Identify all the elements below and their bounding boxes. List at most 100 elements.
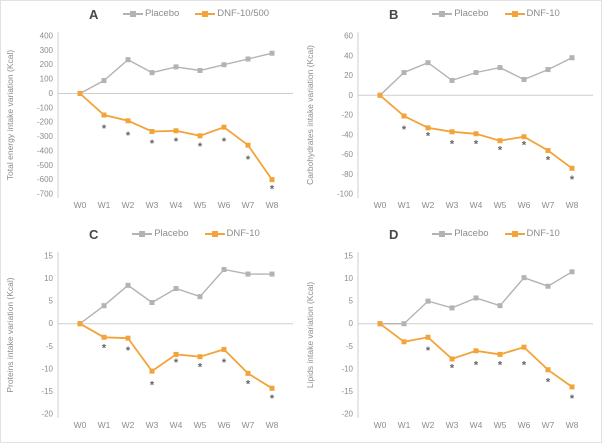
svg-text:15: 15	[344, 252, 353, 261]
placebo-marker	[473, 295, 479, 301]
placebo-marker	[245, 271, 251, 277]
placebo-marker	[521, 76, 527, 82]
panel-b-letter: B	[389, 7, 399, 22]
svg-text:40: 40	[344, 51, 353, 60]
significance-asterisk: *	[198, 141, 203, 153]
significance-asterisk: *	[474, 359, 479, 371]
panel-a-letter: A	[89, 7, 99, 22]
significance-asterisk: *	[222, 357, 227, 369]
placebo-marker	[425, 298, 431, 304]
svg-text:W2: W2	[122, 420, 135, 430]
panel-d-letter: D	[389, 227, 399, 242]
dnf-10-500-marker	[197, 133, 203, 139]
placebo-marker	[173, 64, 179, 70]
placebo-marker	[125, 57, 131, 63]
svg-text:W4: W4	[170, 200, 183, 210]
dnf-10-marker	[473, 131, 479, 137]
panel-a: A Placebo DNF-10/500 Total energy intake…	[1, 1, 301, 221]
significance-asterisk: *	[474, 139, 479, 151]
chart-proteins: Proteins intake variation (Kcal) 15 10 5 0 -5…	[5, 252, 293, 430]
dnf-10-500-marker	[77, 90, 83, 96]
svg-text:-300: -300	[37, 132, 54, 141]
dnf-10-500-marker	[221, 124, 227, 130]
svg-text:W0: W0	[374, 200, 387, 210]
placebo-marker	[221, 62, 227, 68]
dnf-10-marker	[77, 321, 83, 327]
placebo-marker	[401, 70, 407, 76]
dnf-10-marker	[269, 385, 275, 391]
placebo-marker	[269, 271, 275, 277]
placebo-marker	[401, 321, 407, 327]
dnf-10-marker	[449, 129, 455, 135]
significance-asterisk: *	[570, 393, 575, 405]
svg-text:W3: W3	[446, 200, 459, 210]
dnf-10-500-marker	[125, 118, 131, 124]
svg-text:W4: W4	[470, 200, 483, 210]
svg-text:W3: W3	[146, 200, 159, 210]
dnf-10-500-marker	[269, 177, 275, 183]
significance-asterisk: *	[498, 145, 503, 157]
svg-text:-40: -40	[341, 130, 353, 139]
placebo-marker-icon	[432, 10, 453, 17]
significance-asterisk: *	[174, 136, 179, 148]
dnf-10-marker	[473, 348, 479, 354]
placebo-marker	[149, 70, 155, 76]
significance-asterisk: *	[546, 376, 551, 388]
panel-c: C Placebo DNF-10 Proteins intake variati…	[1, 221, 301, 441]
placebo-marker	[569, 55, 575, 61]
placebo-marker	[449, 305, 455, 311]
legend-dnf-label: DNF-10	[526, 8, 560, 19]
dnf-10-marker	[545, 367, 551, 373]
placebo-marker-icon	[122, 10, 143, 17]
legend-placebo-label: Placebo	[454, 228, 489, 239]
svg-text:W8: W8	[566, 200, 579, 210]
svg-text:W3: W3	[446, 420, 459, 430]
y-axis-label: Carbohydrates intake variation (Kcal)	[305, 45, 315, 185]
svg-text:300: 300	[40, 46, 54, 55]
dnf-10-marker	[425, 125, 431, 131]
svg-text:W5: W5	[194, 420, 207, 430]
svg-text:W2: W2	[422, 420, 435, 430]
svg-text:W1: W1	[98, 420, 111, 430]
svg-text:-200: -200	[37, 118, 54, 127]
dnf-10-marker	[401, 339, 407, 345]
dnf-10-marker	[449, 356, 455, 362]
significance-asterisk: *	[174, 357, 179, 369]
placebo-marker	[125, 282, 131, 288]
placebo-marker	[569, 269, 575, 275]
significance-asterisk: *	[270, 393, 275, 405]
dnf-10-500-marker	[101, 112, 107, 118]
svg-text:0: 0	[349, 91, 354, 100]
svg-text:W6: W6	[518, 420, 531, 430]
significance-asterisk: *	[498, 359, 503, 371]
svg-text:60: 60	[344, 32, 353, 41]
svg-text:W5: W5	[194, 200, 207, 210]
svg-text:10: 10	[44, 274, 53, 283]
svg-text:W8: W8	[566, 420, 579, 430]
legend-item-dnf: DNF-10	[204, 228, 260, 239]
svg-text:400: 400	[40, 32, 54, 41]
legend-item-dnf: DNF-10	[504, 228, 560, 239]
dnf-10-marker	[425, 334, 431, 340]
dnf-10-marker	[197, 354, 203, 360]
legend-item-placebo: Placebo	[122, 8, 179, 19]
significance-asterisk: *	[198, 362, 203, 374]
dnf-10-marker	[173, 351, 179, 357]
significance-asterisk: *	[522, 359, 527, 371]
significance-asterisk: *	[450, 139, 455, 151]
dnf-10-marker	[497, 138, 503, 144]
legend-dnf-label: DNF-10	[526, 228, 560, 239]
svg-text:-5: -5	[346, 342, 354, 351]
significance-asterisk: *	[126, 130, 131, 142]
placebo-marker	[101, 303, 107, 309]
placebo-marker	[473, 70, 479, 76]
legend-dnf-label: DNF-10	[226, 228, 260, 239]
significance-asterisk: *	[246, 154, 251, 166]
significance-asterisk: *	[102, 123, 107, 135]
placebo-marker	[545, 283, 551, 289]
significance-asterisk: *	[270, 183, 275, 195]
legend-placebo-label: Placebo	[154, 228, 189, 239]
significance-asterisk: *	[546, 154, 551, 166]
svg-text:W0: W0	[374, 420, 387, 430]
svg-text:-20: -20	[41, 410, 53, 419]
